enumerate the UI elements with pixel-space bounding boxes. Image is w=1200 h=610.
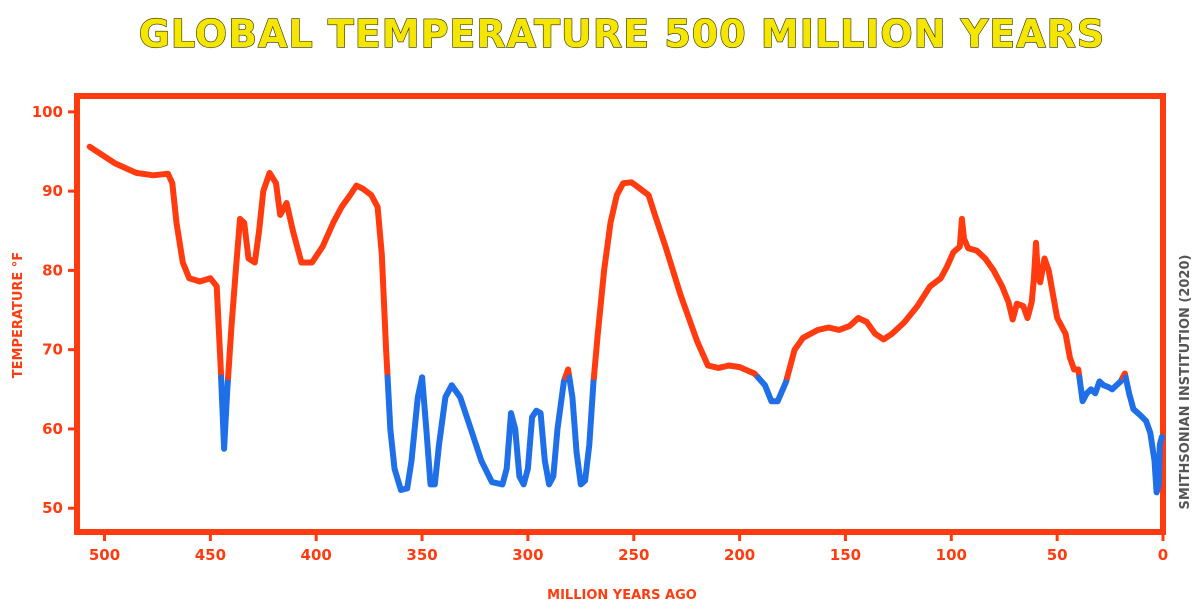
chart-title: GLOBAL TEMPERATURE 500 MILLION YEARS — [139, 12, 1106, 56]
temperature-line — [86, 143, 1165, 496]
warm-segment — [590, 179, 761, 381]
x-axis-label: MILLION YEARS AGO — [547, 588, 697, 603]
x-tick-label: 350 — [406, 546, 437, 564]
warm-segment — [784, 215, 1083, 381]
x-tick-label: 250 — [618, 546, 649, 564]
y-tick-label: 100 — [32, 103, 63, 121]
warm-segment — [225, 169, 391, 381]
x-tick-label: 450 — [195, 546, 226, 564]
y-tick-label: 90 — [42, 182, 63, 200]
x-tick-label: 400 — [301, 546, 332, 564]
y-tick-label: 60 — [42, 420, 63, 438]
warm-segment — [86, 143, 225, 381]
x-tick-label: 150 — [830, 546, 861, 564]
plot-frame — [74, 93, 1166, 535]
y-tick-label: 80 — [42, 261, 63, 279]
y-tick-label: 70 — [42, 341, 63, 359]
x-tick-label: 100 — [936, 546, 967, 564]
cold-segment — [384, 374, 426, 493]
y-axis-label: TEMPERATURE °F — [11, 252, 26, 378]
cold-segment — [755, 374, 791, 405]
cold-segment — [566, 374, 597, 488]
x-axis-ticks: 500 450 400 350 300 250 200 150 100 50 0 — [89, 532, 1168, 564]
cold-segment — [1122, 374, 1165, 496]
y-axis-ticks: 100 90 80 70 60 50 — [32, 103, 77, 517]
source-credit: SMITHSONIAN INSTITUTION (2020) — [1178, 255, 1193, 510]
cold-segment — [419, 374, 569, 488]
cold-segment — [218, 374, 232, 452]
x-tick-label: 300 — [512, 546, 543, 564]
cold-segment — [1076, 374, 1126, 405]
x-tick-label: 500 — [89, 546, 120, 564]
x-tick-label: 50 — [1047, 546, 1068, 564]
x-tick-label: 0 — [1158, 546, 1168, 564]
y-tick-label: 50 — [42, 499, 63, 517]
x-tick-label: 200 — [724, 546, 755, 564]
